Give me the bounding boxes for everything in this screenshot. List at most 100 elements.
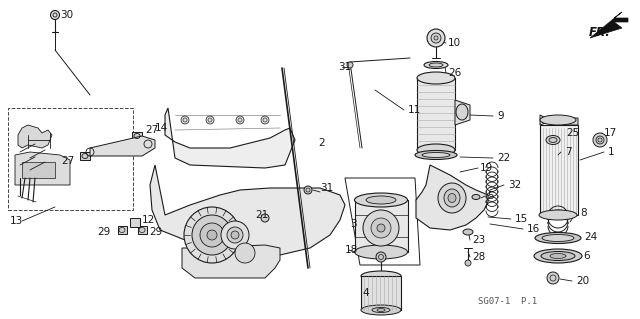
Circle shape xyxy=(304,186,312,194)
Text: 13: 13 xyxy=(10,216,23,226)
Circle shape xyxy=(347,62,353,68)
Bar xyxy=(138,226,147,234)
Ellipse shape xyxy=(417,72,455,84)
Ellipse shape xyxy=(372,308,390,313)
Ellipse shape xyxy=(540,115,576,125)
Text: 31: 31 xyxy=(338,62,351,72)
Circle shape xyxy=(363,210,399,246)
Polygon shape xyxy=(455,100,470,125)
Polygon shape xyxy=(417,78,455,150)
Circle shape xyxy=(371,218,391,238)
Text: 6: 6 xyxy=(583,251,589,261)
Bar xyxy=(80,152,90,160)
Ellipse shape xyxy=(361,271,401,281)
Text: 11: 11 xyxy=(408,105,421,115)
Circle shape xyxy=(51,11,60,19)
Text: 3: 3 xyxy=(350,219,356,229)
Text: 1: 1 xyxy=(608,147,614,157)
Circle shape xyxy=(231,231,239,239)
Text: 7: 7 xyxy=(565,147,572,157)
Text: 19: 19 xyxy=(480,163,493,173)
Circle shape xyxy=(261,116,269,124)
Text: 12: 12 xyxy=(142,215,156,225)
Ellipse shape xyxy=(444,189,460,207)
Ellipse shape xyxy=(438,183,466,213)
Polygon shape xyxy=(540,115,578,125)
Ellipse shape xyxy=(542,234,574,241)
Text: 31: 31 xyxy=(320,183,333,193)
Text: FR.: FR. xyxy=(589,26,611,40)
Circle shape xyxy=(596,136,604,144)
Ellipse shape xyxy=(424,62,448,69)
Polygon shape xyxy=(90,136,155,156)
Ellipse shape xyxy=(549,137,557,143)
Text: 29: 29 xyxy=(149,227,163,237)
Circle shape xyxy=(227,227,243,243)
Circle shape xyxy=(465,260,471,266)
Ellipse shape xyxy=(541,251,575,261)
Text: 29: 29 xyxy=(97,227,110,237)
Circle shape xyxy=(261,214,269,222)
Ellipse shape xyxy=(546,136,560,145)
Circle shape xyxy=(427,29,445,47)
Ellipse shape xyxy=(355,193,408,207)
Polygon shape xyxy=(540,125,578,215)
Ellipse shape xyxy=(448,194,456,203)
Text: 30: 30 xyxy=(60,10,73,20)
Ellipse shape xyxy=(463,229,473,235)
Text: 23: 23 xyxy=(472,235,485,245)
Text: 9: 9 xyxy=(497,111,504,121)
Ellipse shape xyxy=(534,249,582,263)
Polygon shape xyxy=(590,12,628,38)
Polygon shape xyxy=(22,162,55,178)
Polygon shape xyxy=(150,165,345,255)
Text: 21: 21 xyxy=(255,210,268,220)
Text: 14: 14 xyxy=(155,123,168,133)
Ellipse shape xyxy=(550,254,566,258)
Ellipse shape xyxy=(472,195,480,199)
Text: 17: 17 xyxy=(604,128,617,138)
Circle shape xyxy=(547,272,559,284)
Polygon shape xyxy=(18,125,52,148)
Text: 25: 25 xyxy=(566,128,579,138)
Polygon shape xyxy=(355,200,408,252)
Circle shape xyxy=(377,224,385,232)
Bar xyxy=(132,132,142,140)
Bar xyxy=(8,108,133,210)
Ellipse shape xyxy=(377,308,385,311)
Text: 2: 2 xyxy=(318,138,324,148)
Text: 20: 20 xyxy=(576,276,589,286)
Text: 10: 10 xyxy=(448,38,461,48)
Polygon shape xyxy=(15,152,70,185)
Circle shape xyxy=(184,207,240,263)
Polygon shape xyxy=(165,108,295,168)
Text: 27: 27 xyxy=(145,125,158,135)
Ellipse shape xyxy=(539,210,577,220)
Ellipse shape xyxy=(361,305,401,315)
Circle shape xyxy=(593,133,607,147)
Ellipse shape xyxy=(355,245,408,259)
Circle shape xyxy=(207,230,217,240)
Text: 22: 22 xyxy=(497,153,510,163)
Text: 18: 18 xyxy=(345,245,358,255)
Text: 5: 5 xyxy=(487,191,493,201)
Circle shape xyxy=(200,223,224,247)
Bar xyxy=(130,218,140,227)
Ellipse shape xyxy=(429,63,443,67)
Circle shape xyxy=(235,243,255,263)
Circle shape xyxy=(206,116,214,124)
Ellipse shape xyxy=(456,104,468,120)
Text: 8: 8 xyxy=(580,208,587,218)
Circle shape xyxy=(431,33,441,43)
Ellipse shape xyxy=(422,152,450,158)
Circle shape xyxy=(221,221,249,249)
Polygon shape xyxy=(416,165,488,230)
Text: 24: 24 xyxy=(584,232,597,242)
Text: 16: 16 xyxy=(527,224,540,234)
Circle shape xyxy=(376,252,386,262)
Ellipse shape xyxy=(415,151,457,160)
Ellipse shape xyxy=(366,196,396,204)
Text: SG07-1  P.1: SG07-1 P.1 xyxy=(478,298,537,307)
Text: 15: 15 xyxy=(515,214,528,224)
Circle shape xyxy=(192,215,232,255)
